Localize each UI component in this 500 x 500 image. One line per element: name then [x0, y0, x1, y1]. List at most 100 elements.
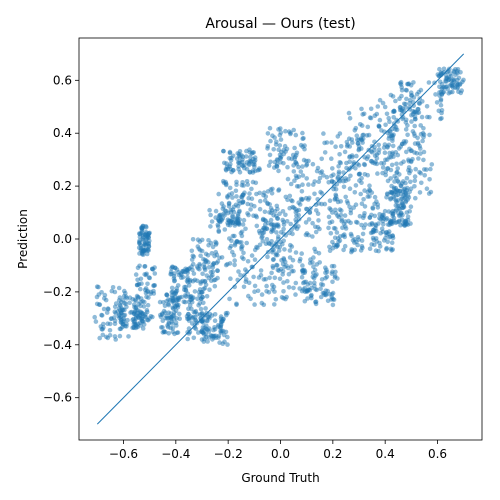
data-point — [439, 116, 444, 121]
data-point — [288, 181, 294, 187]
data-point — [317, 260, 323, 265]
data-point — [212, 312, 218, 317]
data-point — [375, 205, 381, 210]
data-point — [343, 176, 348, 181]
data-point — [210, 264, 216, 270]
data-point — [336, 169, 342, 175]
data-point — [446, 77, 451, 83]
data-point — [195, 296, 200, 302]
data-point — [329, 219, 335, 224]
data-point — [366, 132, 372, 138]
data-point — [387, 119, 392, 125]
data-point — [387, 154, 392, 160]
data-point — [290, 198, 295, 204]
data-point — [252, 203, 257, 209]
data-point — [241, 217, 247, 223]
x-tick-label: 0.0 — [271, 447, 290, 461]
data-point — [263, 218, 269, 224]
data-point — [139, 228, 145, 233]
data-point — [280, 272, 286, 277]
data-point — [219, 217, 224, 222]
data-point — [379, 128, 384, 133]
data-point — [271, 225, 277, 231]
data-point — [282, 259, 288, 265]
data-point — [269, 191, 275, 196]
data-point — [300, 136, 306, 141]
data-point — [265, 144, 271, 149]
data-point — [269, 239, 274, 244]
data-point — [240, 200, 245, 206]
data-point — [322, 150, 328, 155]
data-point — [324, 174, 330, 180]
data-point — [386, 115, 392, 121]
data-point — [213, 249, 219, 255]
data-point — [362, 155, 367, 160]
data-point — [276, 248, 282, 253]
data-point — [284, 219, 290, 224]
data-point — [236, 151, 242, 157]
data-point — [398, 191, 404, 197]
data-point — [277, 244, 283, 250]
data-point — [204, 318, 210, 323]
data-point — [227, 185, 233, 191]
data-point — [152, 271, 158, 276]
data-point — [448, 90, 453, 95]
data-point — [398, 79, 404, 85]
data-point — [203, 306, 208, 311]
x-tick-label: 0.2 — [323, 447, 342, 461]
data-point — [313, 224, 318, 230]
y-tick-label: −0.6 — [43, 391, 72, 405]
data-point — [372, 148, 377, 153]
data-point — [341, 247, 346, 253]
data-point — [170, 329, 176, 335]
data-point — [262, 198, 268, 203]
data-point — [441, 66, 447, 72]
data-point — [262, 209, 268, 215]
data-point — [268, 159, 273, 165]
data-point — [233, 188, 239, 194]
data-point — [123, 301, 128, 307]
data-point — [404, 88, 410, 93]
data-point — [369, 158, 375, 164]
data-point — [396, 146, 402, 151]
data-point — [231, 209, 237, 215]
data-point — [326, 180, 332, 185]
data-point — [126, 334, 131, 339]
data-point — [418, 87, 424, 93]
data-point — [409, 119, 414, 124]
data-point — [278, 126, 283, 131]
data-point — [236, 269, 241, 274]
data-point — [281, 280, 286, 285]
data-point — [180, 275, 186, 280]
data-point — [277, 143, 283, 148]
data-point — [314, 272, 319, 277]
data-point — [207, 311, 213, 317]
data-point — [170, 295, 175, 301]
data-point — [403, 101, 408, 107]
data-point — [383, 122, 388, 128]
data-point — [112, 334, 118, 339]
data-point — [453, 67, 458, 72]
data-point — [197, 287, 203, 292]
data-point — [379, 226, 385, 231]
data-point — [318, 294, 324, 300]
data-point — [367, 215, 373, 220]
data-point — [380, 218, 386, 224]
data-point — [216, 333, 222, 339]
data-point — [291, 169, 297, 174]
data-point — [291, 268, 296, 274]
data-point — [321, 131, 326, 136]
data-point — [123, 291, 128, 296]
data-point — [326, 214, 332, 220]
data-point — [428, 189, 434, 195]
x-tick-label: −0.6 — [109, 447, 138, 461]
data-point — [206, 242, 211, 248]
data-point — [176, 296, 181, 302]
data-point — [274, 139, 279, 145]
data-point — [356, 163, 362, 168]
data-point — [285, 176, 291, 182]
data-point — [228, 162, 233, 167]
data-point — [401, 187, 406, 192]
data-point — [285, 278, 290, 284]
data-point — [190, 261, 196, 267]
